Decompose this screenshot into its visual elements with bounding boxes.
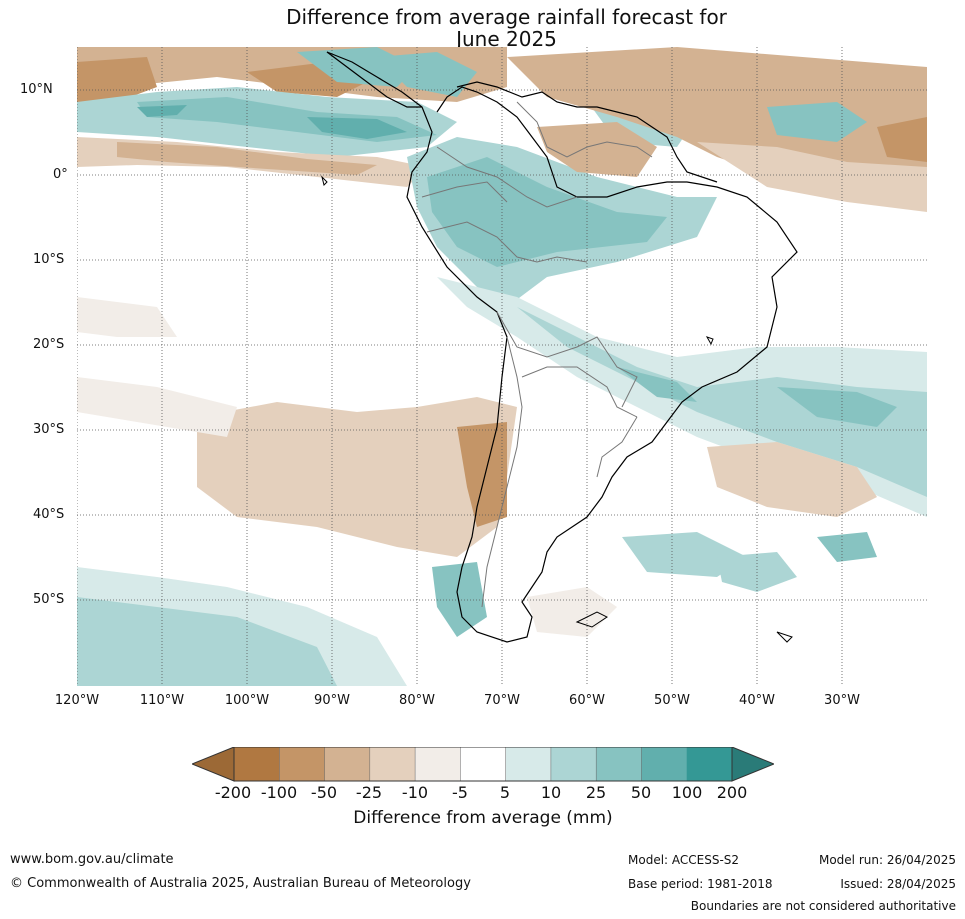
islands — [321, 175, 793, 643]
lon-label-70w: 70°W — [484, 693, 520, 708]
map-title-line2: June 2025 — [456, 27, 557, 51]
colorbar-swatch-extend-high — [731, 746, 776, 782]
colorbar-tick-label: 25 — [585, 783, 607, 802]
country-borders — [421, 101, 653, 608]
map-title-line1: Difference from average rainfall forecas… — [286, 5, 727, 29]
lat-label-10s: 10°S — [33, 252, 65, 267]
caribbean-coastline — [456, 81, 718, 183]
lat-label-10n: 10°N — [20, 82, 53, 97]
colorbar-tick-label: 100 — [671, 783, 703, 802]
colorbar-swatch — [686, 747, 733, 781]
colorbar-tick-label: 200 — [716, 783, 748, 802]
colorbar-swatch — [460, 746, 507, 782]
lat-label-40s: 40°S — [33, 507, 65, 522]
anomaly-region-itcz-wet — [77, 47, 457, 157]
disclaimer-text: Boundaries are not considered authoritat… — [690, 899, 956, 913]
lon-label-110w: 110°W — [139, 693, 185, 708]
colorbar-swatch — [595, 746, 643, 782]
colorbar-swatch — [233, 746, 281, 782]
lon-label-30w: 30°W — [824, 693, 860, 708]
issued-text: Issued: 28/04/2025 — [840, 877, 956, 891]
colorbar-swatches — [190, 746, 776, 782]
lon-label-80w: 80°W — [399, 693, 435, 708]
rainfall-anomaly-map — [77, 47, 927, 686]
central-america-coastline — [326, 51, 422, 108]
colorbar-swatch-extend-low — [190, 746, 235, 782]
lat-label-30s: 30°S — [33, 422, 65, 437]
colorbar-swatch — [550, 746, 597, 782]
colorbar-swatch — [324, 746, 371, 782]
colorbar-swatch — [414, 746, 462, 782]
colorbar-swatch — [279, 746, 326, 782]
colorbar-tick-label: -25 — [355, 783, 383, 802]
colorbar-tick-label: 10 — [540, 783, 562, 802]
anomaly-region-southeast-pacific-dry — [77, 297, 517, 557]
lon-label-40w: 40°W — [739, 693, 775, 708]
anomaly-region-south-pacific-wet — [77, 562, 487, 686]
lon-label-60w: 60°W — [569, 693, 605, 708]
copyright-text: © Commonwealth of Australia 2025, Austra… — [10, 876, 471, 891]
colorbar-title: Difference from average (mm) — [353, 808, 613, 828]
colorbar-tick-label: -10 — [401, 783, 429, 802]
colorbar-swatch — [369, 746, 416, 782]
colorbar-swatch — [641, 746, 688, 782]
colorbar-tick-label: 5 — [499, 783, 511, 802]
lon-label-100w: 100°W — [224, 693, 270, 708]
colorbar-tick-label: -200 — [214, 783, 252, 802]
model-text: Model: ACCESS-S2 — [628, 853, 740, 867]
lon-label-90w: 90°W — [314, 693, 350, 708]
model-run-text: Model run: 26/04/2025 — [818, 853, 956, 867]
anomaly-region-south-atlantic — [527, 442, 877, 637]
map-gridlines — [77, 47, 927, 686]
lon-label-50w: 50°W — [654, 693, 690, 708]
south-america-coastline — [326, 51, 798, 643]
website-link[interactable]: www.bom.gov.au/climate — [10, 852, 174, 867]
lat-label-0: 0° — [53, 167, 68, 182]
colorbar-swatch — [505, 746, 552, 782]
colorbar-tick-label: -100 — [260, 783, 298, 802]
lat-label-50s: 50°S — [33, 592, 65, 607]
lon-label-120w: 120°W — [54, 693, 100, 708]
lat-label-20s: 20°S — [33, 337, 65, 352]
colorbar-tick-label: 50 — [630, 783, 652, 802]
colorbar — [190, 746, 776, 783]
base-period-text: Base period: 1981-2018 — [628, 877, 773, 891]
colorbar-tick-label: -5 — [452, 783, 468, 802]
colorbar-tick-label: -50 — [310, 783, 338, 802]
